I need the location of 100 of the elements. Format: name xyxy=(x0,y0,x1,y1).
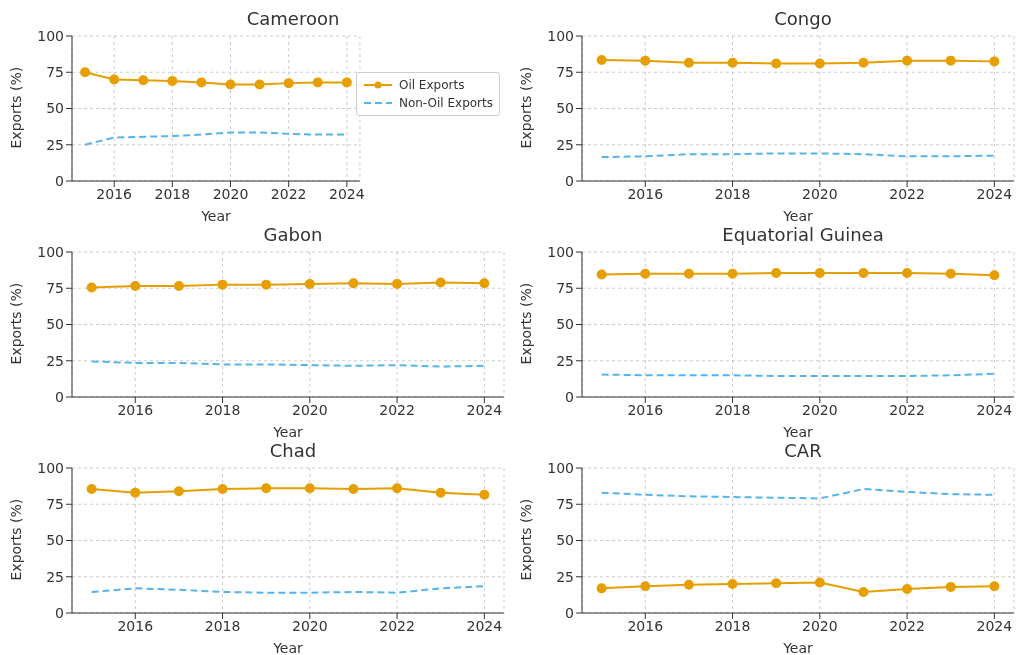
x-axis-title: Year xyxy=(272,640,304,655)
y-axis-title: Exports (%) xyxy=(7,498,24,581)
x-tick-label: 2018 xyxy=(714,185,751,202)
chart-title: Cameroon xyxy=(246,8,340,29)
y-axis-title: Exports (%) xyxy=(517,498,534,581)
point xyxy=(312,77,323,88)
x-tick-label: 2016 xyxy=(627,617,664,634)
y-tick-label: 75 xyxy=(556,64,574,81)
y-tick-label: 25 xyxy=(46,136,64,153)
chart-title: Congo xyxy=(774,8,832,29)
point xyxy=(858,586,869,597)
y-axis-title: Exports (%) xyxy=(7,282,24,365)
x-tick-label: 2024 xyxy=(976,617,1013,634)
y-tick-label: 100 xyxy=(547,243,574,260)
x-tick-label: 2020 xyxy=(292,617,328,634)
x-tick-label: 2020 xyxy=(802,617,838,634)
point xyxy=(80,67,91,78)
y-tick-label: 0 xyxy=(55,604,64,621)
y-tick-label: 25 xyxy=(556,568,574,585)
x-tick-label: 2024 xyxy=(466,617,503,634)
x-axis-title: Year xyxy=(272,424,304,440)
y-tick-label: 50 xyxy=(46,100,64,117)
point xyxy=(945,581,956,592)
x-tick-label: 2022 xyxy=(889,401,925,418)
x-tick-label: 2022 xyxy=(379,401,415,418)
y-tick-label: 100 xyxy=(37,27,64,44)
x-tick-label: 2024 xyxy=(976,401,1013,418)
y-tick-label: 25 xyxy=(556,352,574,369)
y-tick-label: 100 xyxy=(37,459,64,476)
y-tick-label: 50 xyxy=(556,316,574,333)
y-tick-label: 50 xyxy=(46,532,64,549)
x-tick-label: 2018 xyxy=(204,401,241,418)
x-tick-label: 2024 xyxy=(329,185,365,202)
x-tick-label: 2024 xyxy=(466,401,503,418)
x-axis-title: Year xyxy=(200,208,232,224)
y-tick-label: 25 xyxy=(46,568,64,585)
point xyxy=(196,77,207,88)
y-tick-label: 75 xyxy=(46,64,64,81)
x-tick-label: 2022 xyxy=(379,617,415,634)
x-axis-title: Year xyxy=(782,640,814,655)
y-tick-label: 50 xyxy=(556,100,574,117)
x-axis-title: Year xyxy=(782,424,814,440)
point xyxy=(771,578,782,589)
x-tick-label: 2024 xyxy=(976,185,1013,202)
point xyxy=(138,75,149,86)
y-tick-label: 25 xyxy=(556,136,574,153)
y-tick-label: 100 xyxy=(547,27,574,44)
chart-title: Gabon xyxy=(263,224,323,245)
point xyxy=(596,583,607,594)
y-tick-label: 0 xyxy=(565,388,574,405)
x-tick-label: 2016 xyxy=(96,185,133,202)
x-tick-label: 2022 xyxy=(889,617,925,634)
y-tick-label: 0 xyxy=(55,388,64,405)
point xyxy=(727,579,738,589)
y-tick-label: 75 xyxy=(556,496,574,513)
point xyxy=(683,579,694,590)
y-tick-label: 0 xyxy=(565,604,574,621)
chart-title: CAR xyxy=(784,440,822,461)
x-tick-label: 2020 xyxy=(212,185,249,202)
x-tick-label: 2018 xyxy=(204,617,241,634)
point xyxy=(640,581,651,592)
point xyxy=(167,75,178,86)
point xyxy=(814,577,825,588)
y-tick-label: 50 xyxy=(46,316,64,333)
point xyxy=(341,77,352,88)
x-tick-label: 2022 xyxy=(270,185,307,202)
x-tick-label: 2016 xyxy=(627,185,664,202)
point xyxy=(225,79,236,90)
point xyxy=(254,79,265,90)
x-tick-label: 2016 xyxy=(627,401,664,418)
point xyxy=(902,584,913,595)
y-tick-label: 75 xyxy=(46,496,64,513)
x-tick-label: 2020 xyxy=(292,401,328,418)
legend-label: Oil Exports xyxy=(398,77,465,94)
point xyxy=(283,78,294,89)
chart-title: Chad xyxy=(269,440,317,461)
point xyxy=(109,74,120,85)
x-axis-title: Year xyxy=(782,208,814,224)
legend-label: Non-Oil Exports xyxy=(398,95,493,112)
y-tick-label: 75 xyxy=(46,280,64,297)
chart-title: Equatorial Guinea xyxy=(722,224,884,245)
x-tick-label: 2020 xyxy=(802,185,838,202)
line-series xyxy=(90,585,486,594)
y-axis-title: Exports (%) xyxy=(517,66,534,149)
y-axis-title: Exports (%) xyxy=(517,282,534,365)
y-tick-label: 25 xyxy=(46,352,64,369)
y-tick-label: 50 xyxy=(556,532,574,549)
x-tick-label: 2018 xyxy=(154,185,191,202)
point xyxy=(989,581,1000,592)
y-tick-label: 100 xyxy=(547,459,574,476)
y-tick-label: 75 xyxy=(556,280,574,297)
x-tick-label: 2018 xyxy=(714,401,751,418)
x-tick-label: 2016 xyxy=(117,617,154,634)
y-tick-label: 0 xyxy=(55,172,64,189)
x-tick-label: 2022 xyxy=(889,185,925,202)
x-tick-label: 2020 xyxy=(802,401,838,418)
y-tick-label: 0 xyxy=(565,172,574,189)
x-tick-label: 2016 xyxy=(117,401,154,418)
y-tick-label: 100 xyxy=(37,243,64,260)
x-tick-label: 2018 xyxy=(714,617,751,634)
